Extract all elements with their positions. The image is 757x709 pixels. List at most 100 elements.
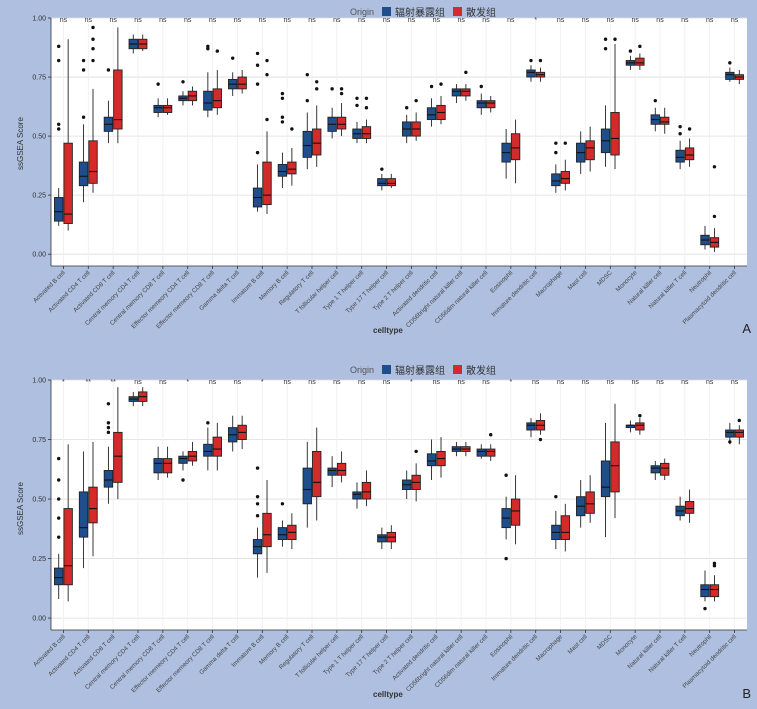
outlier-point [678, 132, 682, 136]
outlier-point [265, 72, 269, 77]
box-group2 [436, 82, 446, 125]
x-axis-label-b: celltype [373, 690, 403, 699]
box-group2 [684, 127, 695, 167]
legend-title-b: Origin [350, 364, 375, 375]
x-tick-label: Mast cell [567, 269, 589, 291]
box-group2 [113, 27, 123, 144]
significance-label: ns [731, 379, 739, 386]
box-group1 [600, 37, 611, 167]
box-group1 [78, 58, 89, 203]
x-tick-label: CD56dim natural killer cell [434, 633, 490, 689]
box-body [103, 470, 114, 488]
box-group1 [476, 444, 486, 459]
outlier-point [181, 478, 185, 482]
box-body [725, 71, 735, 80]
box-group1 [128, 34, 138, 54]
x-tick-label: Type 17 T helper cell [345, 633, 390, 678]
box-body [212, 88, 222, 109]
box-group1 [203, 421, 213, 471]
significance-label: ns [607, 379, 615, 386]
box-body [684, 147, 695, 161]
box-group1 [352, 482, 362, 509]
box-group1 [451, 441, 462, 457]
box-group2 [63, 444, 73, 602]
outlier-point [206, 44, 210, 49]
box-group2 [411, 449, 421, 502]
significance-label: * [186, 379, 189, 386]
box-group2 [560, 503, 570, 552]
box-group1 [675, 124, 685, 170]
outlier-point [57, 478, 61, 482]
box-body [54, 567, 64, 586]
box-group2 [312, 427, 322, 521]
legend-swatch-group1-b [382, 365, 392, 374]
outlier-point [265, 117, 269, 122]
outlier-point [57, 516, 61, 520]
chart-svg-b: 0.000.250.500.751.00 *Activated B cell**A… [32, 378, 747, 694]
box-group2 [709, 561, 720, 602]
outlier-point [57, 58, 61, 63]
box-body [262, 512, 272, 548]
significance-label: ns [109, 17, 117, 24]
box-body [635, 422, 645, 431]
significance-label: ns [358, 379, 366, 386]
significance-label: ns [457, 17, 465, 24]
y-tick-label: 0.75 [32, 437, 46, 444]
y-tick-label: 0.00 [32, 616, 46, 623]
significance-label: ns [184, 17, 192, 24]
outlier-point [628, 49, 633, 53]
box-group1 [277, 502, 288, 547]
box-group1 [327, 456, 337, 488]
legend: Origin 辐射暴露组 散发组 [350, 4, 496, 20]
box-body [377, 178, 387, 187]
box-body [312, 128, 322, 156]
box-group2 [510, 475, 521, 545]
x-tick-label: T follicular helper cell [294, 633, 340, 679]
box-body [88, 486, 98, 524]
box-group2 [411, 98, 421, 141]
outlier-point [57, 535, 61, 539]
chart-panel-a: Origin 辐射暴露组 散发组 0.00 0.25 0.50 0.75 1.00 ns A… [7, 0, 757, 338]
x-tick-label: Plasmacytoid dendritic cell [681, 633, 738, 690]
significance-label: ns [283, 17, 291, 24]
x-tick-label: CD56dim natural killer cell [434, 269, 490, 325]
outlier-point [255, 514, 260, 518]
outlier-point [563, 141, 567, 145]
significance-label: ns [656, 17, 664, 24]
legend-label-group2-b: 散发组 [466, 366, 497, 377]
outlier-point [728, 61, 732, 65]
outlier-point [231, 56, 235, 60]
outlier-point [106, 425, 111, 430]
x-tick-label: Monocyte [615, 269, 639, 293]
y-axis-label-a: ssGSEA Score [16, 117, 25, 170]
x-tick-label: Neutrophil [688, 633, 713, 658]
legend-b: Origin 辐射暴露组 散发组 [350, 362, 497, 378]
panel-letter-a: A [742, 321, 751, 336]
box-group2 [113, 387, 123, 500]
outlier-point [737, 418, 741, 423]
box-group2 [237, 69, 247, 94]
box-group1 [54, 456, 64, 600]
legend-swatch-group2-b [453, 365, 463, 374]
x-axis-label-a: celltype [373, 326, 403, 335]
box-body [635, 57, 645, 66]
significance-label: ns [482, 17, 490, 24]
x-tick-label: Immature dendritic cell [490, 633, 539, 682]
outlier-point [504, 473, 508, 477]
box-group2 [635, 414, 645, 435]
x-tick-label: Macrophage [535, 633, 565, 663]
outlier-point [380, 167, 384, 171]
significance-label: ns [433, 379, 441, 386]
significance-label: ns [159, 379, 167, 386]
significance-label: ns [134, 17, 142, 24]
outlier-point [728, 440, 732, 444]
box-group1 [203, 44, 213, 118]
box-group2 [88, 25, 98, 193]
box-body [178, 455, 188, 464]
x-tick-label: MDSC [596, 633, 614, 651]
y-tick-label: 1.00 [32, 378, 46, 385]
x-tick-label: Plasmacytoid dendritic cell [681, 269, 738, 326]
box-body [476, 100, 486, 109]
x-tick-label: Type 17 T helper cell [345, 269, 390, 314]
box-group2 [336, 451, 347, 483]
